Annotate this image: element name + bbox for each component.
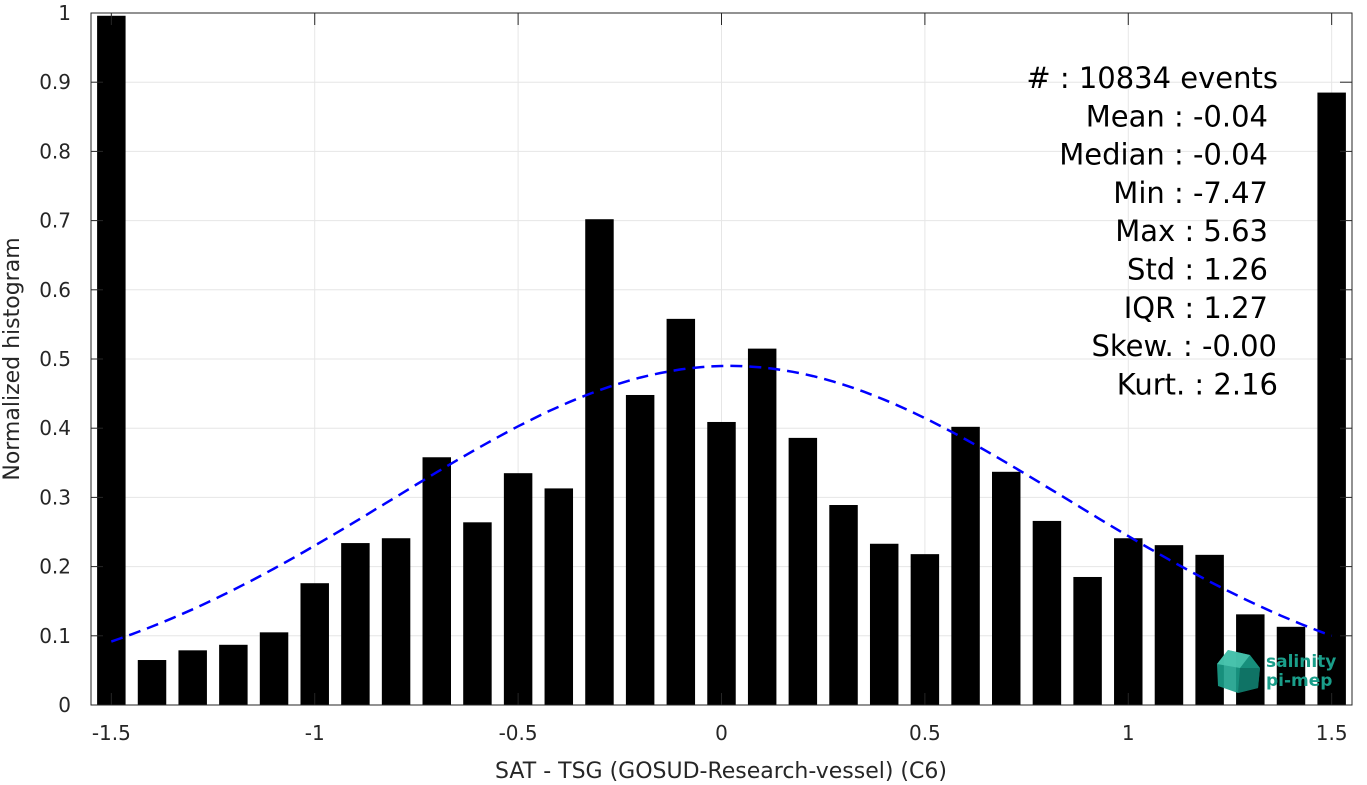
- histogram-bar-22: [992, 471, 1021, 705]
- stat-line-0: # : 10834 events: [1026, 61, 1278, 95]
- histogram-bar-5: [300, 583, 329, 705]
- y-axis-label: Normalized histogram: [0, 237, 25, 480]
- salinity-pimep-logo: salinity pi-mep: [1217, 650, 1336, 693]
- stat-line-6: IQR : 1.27: [1124, 291, 1268, 325]
- stat-line-5: Std : 1.26: [1127, 253, 1268, 287]
- y-tick-label-7: 0.7: [39, 209, 71, 233]
- histogram-bar-14: [666, 318, 696, 705]
- histogram-bar-29: [1276, 626, 1306, 705]
- stat-line-2: Median : -0.04: [1059, 138, 1268, 172]
- y-tick-label-1: 0.1: [39, 624, 71, 648]
- histogram-bar-26: [1154, 545, 1184, 705]
- y-tick-label-2: 0.2: [39, 555, 71, 579]
- histogram-bar-24: [1073, 576, 1102, 705]
- x-tick-label-4: 0.5: [909, 721, 941, 745]
- axes: [90, 12, 1353, 706]
- histogram-bar-25: [1114, 538, 1143, 705]
- x-tick-label-3: 0: [715, 721, 728, 745]
- stat-line-3: Min : -7.47: [1113, 176, 1268, 210]
- histogram-bar-3: [219, 644, 248, 705]
- normal-fit-curve-group: [110, 364, 1333, 643]
- x-tick-label-0: -1.5: [92, 721, 131, 745]
- histogram-bar-20: [910, 554, 940, 705]
- stat-line-7: Skew. : -0.00: [1091, 329, 1277, 363]
- histogram-bar-12: [585, 219, 614, 705]
- histogram-bar-13: [625, 394, 655, 705]
- histogram-bar-23: [1032, 520, 1062, 705]
- histogram-bar-2: [178, 650, 207, 705]
- histogram-bars: [97, 15, 1346, 705]
- x-tick-label-5: 1: [1122, 721, 1135, 745]
- x-tick-label-1: -1: [305, 721, 325, 745]
- y-tick-label-8: 0.8: [39, 139, 71, 163]
- histogram-bar-6: [341, 543, 370, 705]
- histogram-bar-9: [463, 522, 492, 705]
- histogram-bar-18: [829, 505, 858, 705]
- y-tick-label-4: 0.4: [39, 416, 71, 440]
- cube-icon: [1217, 650, 1260, 693]
- histogram-bar-17: [788, 437, 818, 705]
- y-tick-label-6: 0.6: [39, 278, 71, 302]
- x-tick-label-2: -0.5: [499, 721, 538, 745]
- x-tick-label-6: 1.5: [1316, 721, 1348, 745]
- histogram-bar-10: [503, 473, 533, 705]
- tick-labels: -1.5 -1 -0.5 0 0.5 1 1.5 0 0.1 0.2 0.3 0.4 0.5 0.6 0.7…: [39, 1, 1347, 745]
- histogram-bar-30: [1317, 92, 1346, 705]
- stat-line-8: Kurt. : 2.16: [1117, 367, 1278, 401]
- y-tick-label-10: 1: [58, 1, 71, 25]
- histogram-bar-0: [97, 15, 126, 705]
- stats-box: # : 10834 events Mean : -0.04 Median : -0.…: [1026, 61, 1278, 401]
- normal-fit-curve: [110, 364, 1333, 643]
- histogram-bar-21: [951, 426, 980, 705]
- stat-line-4: Max : 5.63: [1115, 214, 1268, 248]
- stat-line-1: Mean : -0.04: [1086, 99, 1268, 133]
- logo-line-2: pi-mep: [1266, 671, 1332, 691]
- histogram-bar-15: [707, 421, 736, 705]
- logo-line-1: salinity: [1266, 652, 1336, 672]
- histogram-bar-8: [422, 457, 451, 705]
- y-tick-label-0: 0: [58, 693, 71, 717]
- histogram-bar-4: [259, 632, 289, 705]
- y-tick-label-9: 0.9: [39, 70, 71, 94]
- y-tick-label-3: 0.3: [39, 485, 71, 509]
- histogram-bar-1: [137, 660, 167, 705]
- histogram-bar-16: [747, 348, 777, 705]
- histogram-bar-11: [544, 488, 574, 705]
- histogram-bar-7: [381, 538, 411, 705]
- y-tick-label-5: 0.5: [39, 347, 71, 371]
- x-axis-label: SAT - TSG (GOSUD-Research-vessel) (C6): [495, 759, 947, 784]
- histogram-bar-19: [869, 543, 899, 705]
